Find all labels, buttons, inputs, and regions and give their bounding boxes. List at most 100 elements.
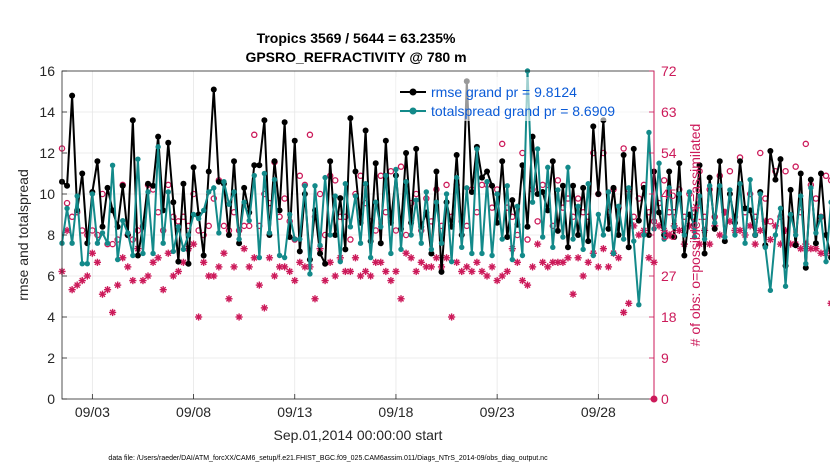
totalspread-point [150, 250, 156, 257]
rmse-point [190, 164, 197, 171]
obs-possible-point [534, 218, 541, 225]
obs-assimilated-point-stroke [296, 259, 303, 266]
totalspread-point [813, 230, 819, 236]
obs-assimilated-point-stroke [352, 254, 359, 261]
obs-assimilated-point-stroke [807, 245, 814, 252]
obs-assimilated-point-stroke [261, 304, 268, 311]
obs-assimilated-point-stroke [747, 222, 754, 229]
obs-assimilated-point [468, 267, 476, 276]
obs-assimilated-point-stroke [362, 268, 369, 275]
obs-assimilated-point-stroke [397, 295, 405, 302]
totalspread-point [125, 230, 131, 236]
rmse-point [585, 238, 592, 245]
totalspread-point [590, 252, 596, 259]
obs-assimilated-point [210, 272, 218, 280]
obs-assimilated-point-stroke [246, 263, 253, 270]
obs-assimilated-point [463, 263, 471, 271]
totalspread-point [241, 199, 247, 205]
totalspread-point [742, 240, 748, 246]
totalspread-point [534, 146, 541, 152]
obs-assimilated-point [164, 249, 172, 257]
totalspread-point [84, 261, 90, 267]
obs-assimilated-point [387, 276, 395, 285]
obs-assimilated-point-stroke [752, 241, 759, 248]
legend-totalspread-label: totalspread grand pr = 8.6909 [431, 103, 615, 119]
obs-assimilated-point-stroke [311, 295, 319, 302]
left-tick-label: 0 [47, 391, 55, 407]
obs-assimilated-point [473, 258, 481, 266]
totalspread-point [276, 252, 283, 259]
totalspread-point [428, 246, 435, 253]
rmse-point [231, 158, 238, 165]
totalspread-point [114, 256, 121, 263]
rmse-point [484, 168, 491, 175]
totalspread-point [221, 179, 227, 185]
obs-assimilated-point-stroke [423, 263, 430, 270]
obs-assimilated-point-stroke [478, 268, 486, 275]
obs-assimilated-point-stroke [150, 259, 157, 266]
rmse-point [347, 115, 354, 122]
rmse-point [145, 180, 152, 187]
chart-title-line1: Tropics 3569 / 5644 = 63.235% [257, 30, 456, 46]
x-tick-label: 09/08 [176, 404, 211, 420]
x-tick-label: 09/28 [581, 404, 616, 420]
rmse-point [256, 162, 263, 169]
totalspread-point [155, 144, 161, 150]
legend: rmse grand pr = 9.8124 totalspread grand… [396, 77, 640, 121]
totalspread-point [818, 213, 824, 220]
totalspread-point [464, 185, 470, 191]
totalspread-point [408, 232, 414, 238]
obs-possible-point [822, 172, 830, 180]
right-tick-label: 63 [661, 104, 677, 120]
obs-assimilated-point-stroke [180, 259, 187, 266]
obs-assimilated-point [523, 281, 532, 289]
totalspread-point [342, 181, 349, 187]
obs-assimilated-point-stroke [271, 272, 278, 280]
totalspread-point [772, 232, 779, 238]
obs-assimilated-point [417, 258, 425, 266]
obs-assimilated-point-stroke [716, 231, 723, 239]
obs-assimilated-point-stroke [448, 313, 455, 321]
obs-assimilated-point [736, 226, 744, 235]
obs-possible-point [726, 167, 734, 175]
totalspread-point [135, 156, 141, 162]
rmse-point [681, 252, 688, 259]
rmse-point [711, 225, 718, 232]
obs-assimilated-point [382, 267, 390, 276]
totalspread-point [600, 232, 607, 238]
rmse-point [509, 197, 516, 204]
totalspread-point [413, 197, 419, 203]
rmse-point [595, 191, 602, 197]
obs-possible-point [443, 181, 450, 189]
totalspread-point [373, 199, 379, 205]
totalspread-point [104, 240, 111, 246]
totalspread-point [631, 238, 637, 244]
obs-assimilated-point [169, 272, 177, 280]
totalspread-point [509, 256, 516, 263]
obs-assimilated-point-stroke [575, 254, 582, 261]
obs-assimilated-point [534, 240, 542, 248]
totalspread-point [175, 224, 182, 230]
rmse-point [716, 158, 723, 165]
obs-possible-point [251, 131, 258, 139]
totalspread-point [99, 230, 106, 236]
obs-assimilated-point [93, 258, 102, 266]
rmse-point [165, 139, 172, 146]
obs-assimilated-point [331, 272, 339, 280]
obs-assimilated-point-stroke [817, 250, 825, 257]
rmse-point [645, 232, 652, 238]
obs-assimilated-point-stroke [144, 272, 152, 280]
totalspread-point [261, 170, 268, 177]
rmse-point [549, 158, 556, 165]
obs-assimilated-point [695, 240, 704, 248]
rmse-point [94, 158, 101, 165]
obs-assimilated-point [346, 267, 355, 276]
obs-assimilated-point [98, 290, 107, 298]
left-tick-label: 14 [39, 104, 55, 120]
obs-assimilated-point-stroke [757, 227, 764, 234]
totalspread-point [626, 185, 632, 191]
obs-assimilated-point [286, 267, 294, 276]
totalspread-point [256, 254, 263, 261]
obs-assimilated-point-stroke [494, 277, 501, 284]
right-tick-label: 45 [661, 186, 677, 202]
